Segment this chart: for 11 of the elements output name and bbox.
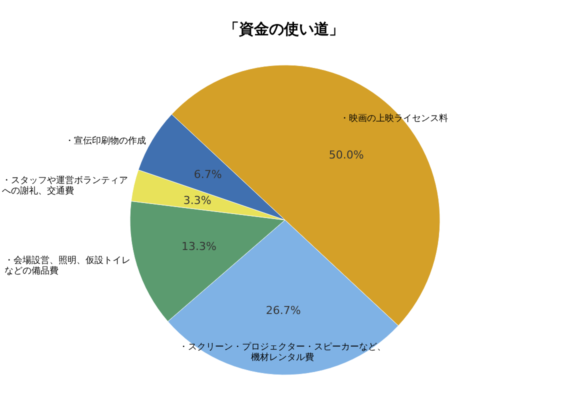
chart-title: 「資金の使い道」 bbox=[224, 20, 344, 38]
data-label: 3.3% bbox=[183, 194, 212, 207]
slice-label: ・映画の上映ライセンス料 bbox=[340, 112, 448, 124]
data-label: 50.0% bbox=[328, 148, 364, 162]
slice-label: ・会場設営、照明、仮設トイレなどの備品費 bbox=[4, 254, 131, 277]
data-label: 13.3% bbox=[182, 240, 216, 254]
data-label: 6.7% bbox=[194, 168, 222, 181]
slice-label: ・スクリーン・プロジェクター・スピーカーなど、機材レンタル費 bbox=[179, 341, 386, 364]
slice-label: ・スタッフや運営ボランティアへの謝礼、交通費 bbox=[2, 174, 128, 197]
slice-label: ・宣伝印刷物の作成 bbox=[65, 135, 146, 146]
data-label: 26.7% bbox=[266, 304, 301, 317]
